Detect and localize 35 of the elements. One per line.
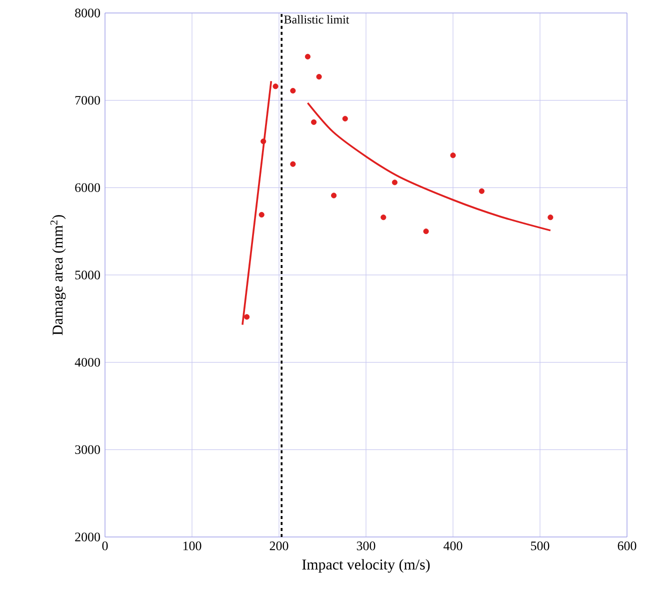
- point: [423, 228, 429, 234]
- point: [450, 152, 456, 158]
- point: [244, 314, 250, 320]
- x-tick-label: 300: [356, 542, 376, 550]
- point: [478, 188, 485, 194]
- point: [260, 138, 266, 144]
- point: [548, 214, 554, 220]
- ref-line-label: Ballistic limit: [284, 15, 350, 24]
- y-tick-label: 5000: [75, 270, 100, 280]
- x-tick-label: 600: [618, 542, 636, 550]
- x-tick-label: 0: [102, 542, 108, 550]
- x-axis-title: Impact velocity (m/s): [302, 559, 430, 573]
- point: [342, 116, 348, 122]
- point: [331, 192, 337, 198]
- point: [290, 88, 296, 94]
- point: [380, 214, 386, 220]
- y-tick-label: 3000: [75, 445, 100, 454]
- point: [392, 180, 398, 186]
- point: [311, 119, 317, 125]
- y-axis-title: Damage area (mm$^{2}$): [50, 215, 66, 336]
- y-tick-label: 2000: [75, 532, 100, 542]
- point: [316, 74, 322, 80]
- x-tick-label: 200: [270, 542, 288, 550]
- point: [304, 54, 311, 60]
- x-tick-label: 500: [531, 542, 550, 550]
- line-series: [306, 102, 552, 232]
- y-tick-label: 4000: [74, 358, 100, 367]
- y-tick-label: 8000: [75, 8, 100, 18]
- y-tick-label: 7000: [75, 96, 100, 105]
- x-tick-label: 100: [183, 542, 202, 550]
- y-tick-label: 6000: [75, 183, 100, 192]
- point: [258, 212, 264, 218]
- point: [272, 84, 278, 90]
- point: [290, 161, 296, 167]
- x-tick-label: 400: [444, 542, 462, 550]
